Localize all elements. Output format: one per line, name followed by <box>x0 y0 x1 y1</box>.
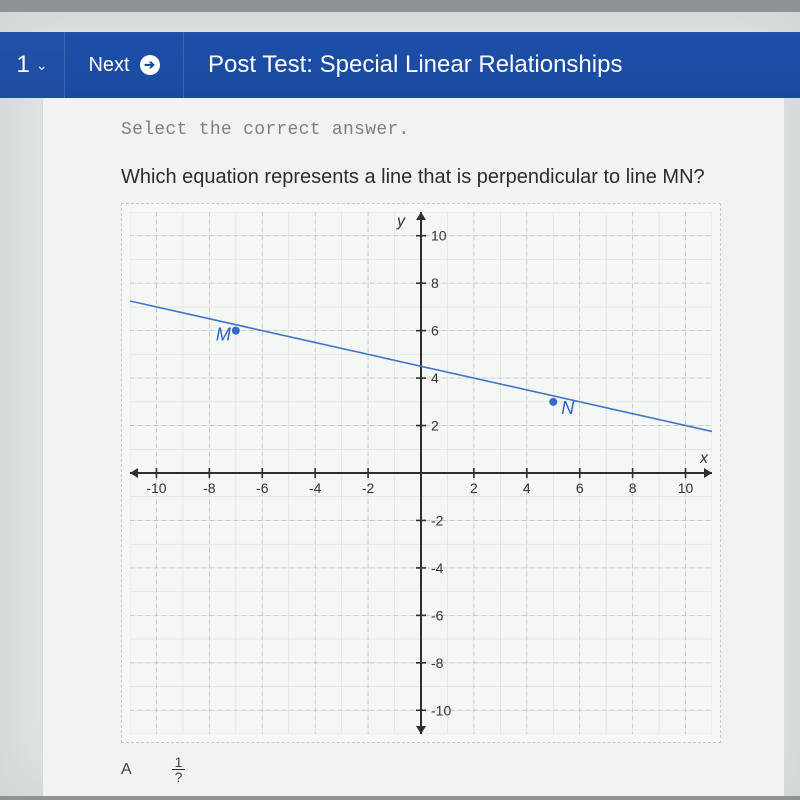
chart-container: -10 -8 -6 -4 -2 2 4 6 8 10 -10 -8 -6 -4 -2 2 4 6 8 10 x y M N <box>121 203 721 743</box>
outer-frame: 1 ⌄ Next ➔ Post Test: Special Linear Rel… <box>0 0 800 800</box>
svg-text:M: M <box>216 325 231 345</box>
svg-text:-6: -6 <box>256 480 269 496</box>
svg-text:4: 4 <box>523 480 531 496</box>
svg-text:-10: -10 <box>146 480 166 496</box>
svg-text:2: 2 <box>431 418 439 434</box>
svg-text:2: 2 <box>470 480 478 496</box>
svg-text:N: N <box>561 398 575 418</box>
answer-fraction: 1 ? <box>172 755 186 784</box>
svg-text:8: 8 <box>431 275 439 291</box>
navbar: 1 ⌄ Next ➔ Post Test: Special Linear Rel… <box>0 32 800 98</box>
question-number-dropdown[interactable]: 1 ⌄ <box>0 32 64 98</box>
arrow-right-icon: ➔ <box>140 55 160 75</box>
svg-text:-4: -4 <box>309 480 322 496</box>
next-button[interactable]: Next ➔ <box>64 32 184 98</box>
chart: -10 -8 -6 -4 -2 2 4 6 8 10 -10 -8 -6 -4 -2 2 4 6 8 10 x y M N <box>130 212 712 734</box>
svg-text:-2: -2 <box>362 480 375 496</box>
svg-text:10: 10 <box>678 480 694 496</box>
answer-letter: A <box>121 761 132 779</box>
instruction-text: Select the correct answer. <box>121 120 756 140</box>
screen: 1 ⌄ Next ➔ Post Test: Special Linear Rel… <box>0 12 800 796</box>
chart-svg: -10 -8 -6 -4 -2 2 4 6 8 10 -10 -8 -6 -4 -2 2 4 6 8 10 x y M N <box>130 212 712 734</box>
svg-text:-6: -6 <box>431 607 444 623</box>
svg-text:x: x <box>699 450 709 467</box>
question-text: Which equation represents a line that is… <box>121 166 756 189</box>
chevron-down-icon: ⌄ <box>36 57 48 74</box>
svg-text:8: 8 <box>629 480 637 496</box>
svg-text:6: 6 <box>576 480 584 496</box>
svg-text:y: y <box>396 213 406 230</box>
svg-text:-8: -8 <box>431 655 444 671</box>
svg-text:6: 6 <box>431 323 439 339</box>
svg-text:-2: -2 <box>431 512 444 528</box>
svg-text:4: 4 <box>431 370 439 386</box>
page-title: Post Test: Special Linear Relationships <box>184 51 800 79</box>
svg-text:-4: -4 <box>431 560 444 576</box>
svg-text:-8: -8 <box>203 480 216 496</box>
svg-text:-10: -10 <box>431 702 451 718</box>
answer-option-a[interactable]: A 1 ? <box>121 755 756 784</box>
svg-text:10: 10 <box>431 228 447 244</box>
next-label: Next <box>88 54 129 77</box>
content-panel: Select the correct answer. Which equatio… <box>42 98 784 796</box>
question-number: 1 <box>16 51 29 79</box>
